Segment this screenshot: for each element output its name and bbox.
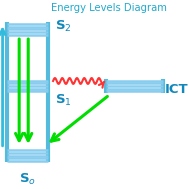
Text: S$_2$: S$_2$	[55, 19, 71, 34]
Text: S$_o$: S$_o$	[19, 172, 36, 187]
Text: ICT: ICT	[164, 83, 188, 96]
Text: S$_1$: S$_1$	[55, 93, 71, 108]
Text: Energy Levels Diagram: Energy Levels Diagram	[51, 3, 167, 13]
